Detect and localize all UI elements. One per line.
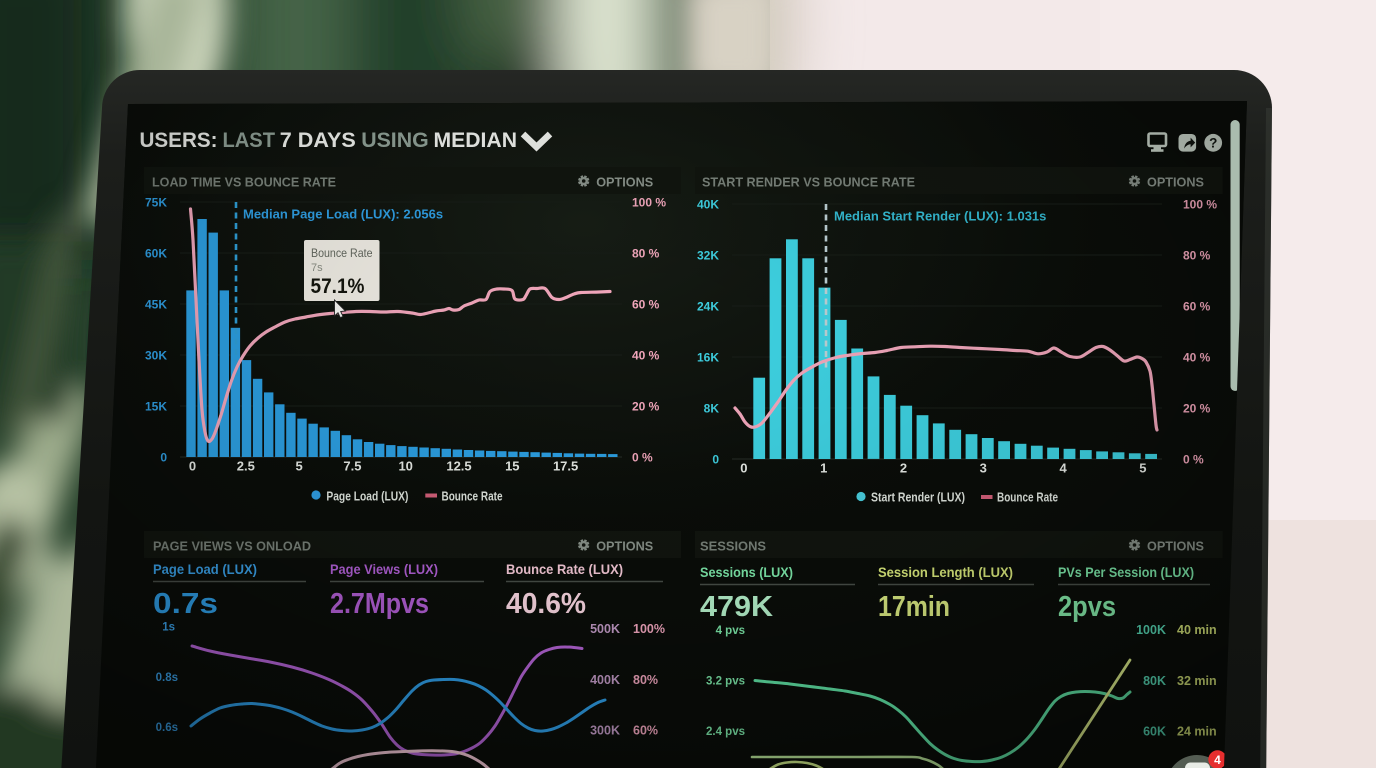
svg-text:4: 4 (1214, 753, 1221, 767)
